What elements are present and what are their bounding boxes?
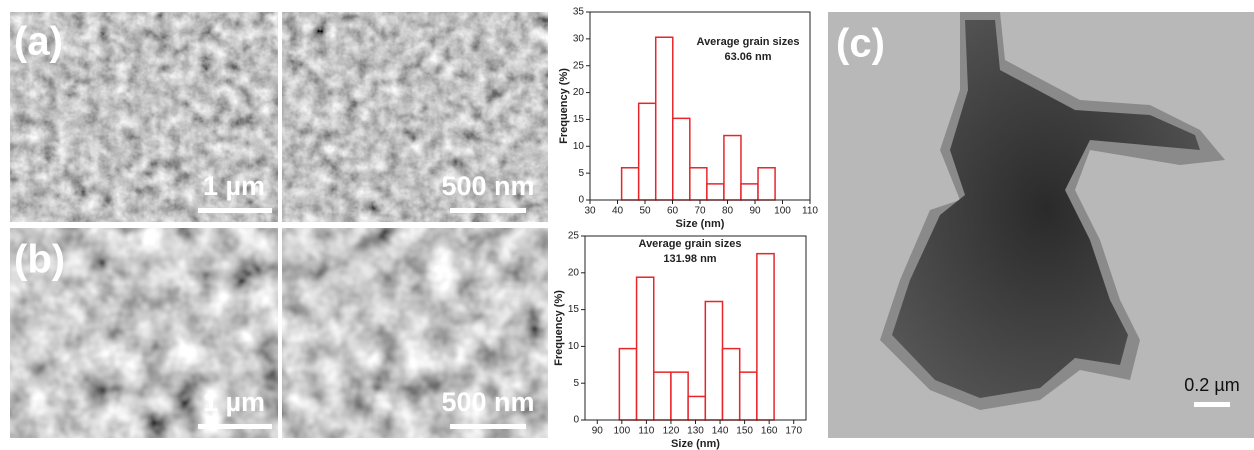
y-axis-label: Frequency (%): [558, 68, 570, 144]
x-tick-label: 90: [592, 426, 604, 437]
bar: [673, 118, 690, 200]
bar: [688, 396, 705, 420]
x-tick-label: 140: [712, 426, 729, 437]
y-tick-label: 20: [568, 267, 580, 278]
x-tick-label: 90: [749, 206, 761, 217]
x-axis-label: Size (nm): [676, 218, 725, 230]
panel-label: (c): [836, 22, 885, 66]
bar: [724, 136, 741, 200]
bar: [690, 168, 707, 200]
x-tick-label: 30: [584, 206, 596, 217]
bar: [707, 184, 724, 200]
tem-image: (c) 0.2 µm: [828, 12, 1254, 438]
annotation: Average grain sizes: [639, 238, 742, 250]
scale-bar-label: 1 µm: [203, 171, 265, 201]
bar: [741, 184, 758, 200]
y-tick-label: 20: [573, 87, 585, 98]
y-tick-label: 15: [573, 114, 585, 125]
x-tick-label: 150: [736, 426, 753, 437]
bar: [637, 277, 654, 420]
x-axis-label: Size (nm): [671, 438, 720, 450]
bar: [757, 254, 774, 420]
scale-bar: [450, 208, 526, 213]
annotation: 63.06 nm: [724, 51, 771, 63]
x-tick-label: 120: [663, 426, 680, 437]
x-tick-label: 70: [694, 206, 706, 217]
figure: (a) (b) 1 µm 500 nm 1 µm 500 nm (c) 0.2 …: [0, 0, 1254, 450]
x-tick-label: 60: [667, 206, 679, 217]
bar: [654, 372, 671, 420]
bar: [656, 37, 673, 200]
panel-label: (b): [14, 238, 65, 282]
scale-bar-label: 0.2 µm: [1184, 375, 1239, 395]
x-tick-label: 80: [722, 206, 734, 217]
y-tick-label: 0: [573, 415, 579, 426]
scale-bar: [198, 208, 272, 213]
annotation: 131.98 nm: [663, 253, 716, 265]
x-tick-label: 40: [612, 206, 624, 217]
y-axis-label: Frequency (%): [553, 290, 565, 366]
x-tick-label: 110: [638, 426, 654, 437]
scale-bar: [198, 424, 272, 429]
bar: [758, 168, 775, 200]
bar: [639, 103, 656, 200]
bar: [740, 372, 757, 420]
x-tick-label: 170: [785, 426, 802, 437]
bar: [671, 372, 688, 420]
y-tick-label: 0: [578, 195, 584, 206]
scale-bar-label: 1 µm: [203, 387, 265, 417]
y-tick-label: 5: [573, 378, 579, 389]
y-tick-label: 25: [573, 60, 585, 71]
y-tick-label: 5: [578, 168, 584, 179]
bar: [705, 302, 722, 420]
y-tick-label: 30: [573, 33, 585, 44]
y-tick-label: 10: [573, 141, 585, 152]
scale-bar-label: 500 nm: [441, 171, 534, 201]
bar: [622, 168, 639, 200]
scale-bar: [1194, 402, 1230, 407]
x-tick-label: 100: [613, 426, 630, 437]
x-tick-label: 110: [802, 206, 818, 217]
x-tick-label: 130: [687, 426, 704, 437]
bar: [619, 349, 636, 420]
scale-bar-label: 500 nm: [441, 387, 534, 417]
x-tick-label: 50: [639, 206, 651, 217]
scale-bar: [450, 424, 526, 429]
x-tick-label: 100: [774, 206, 791, 217]
x-tick-label: 160: [761, 426, 778, 437]
y-tick-label: 35: [573, 7, 585, 18]
y-tick-label: 15: [568, 304, 580, 315]
panel-label: (a): [14, 20, 63, 64]
annotation: Average grain sizes: [697, 36, 800, 48]
y-tick-label: 25: [568, 231, 580, 242]
bar: [723, 349, 740, 420]
sem-images: (a) (b) 1 µm 500 nm 1 µm 500 nm: [10, 12, 548, 438]
y-tick-label: 10: [568, 341, 580, 352]
